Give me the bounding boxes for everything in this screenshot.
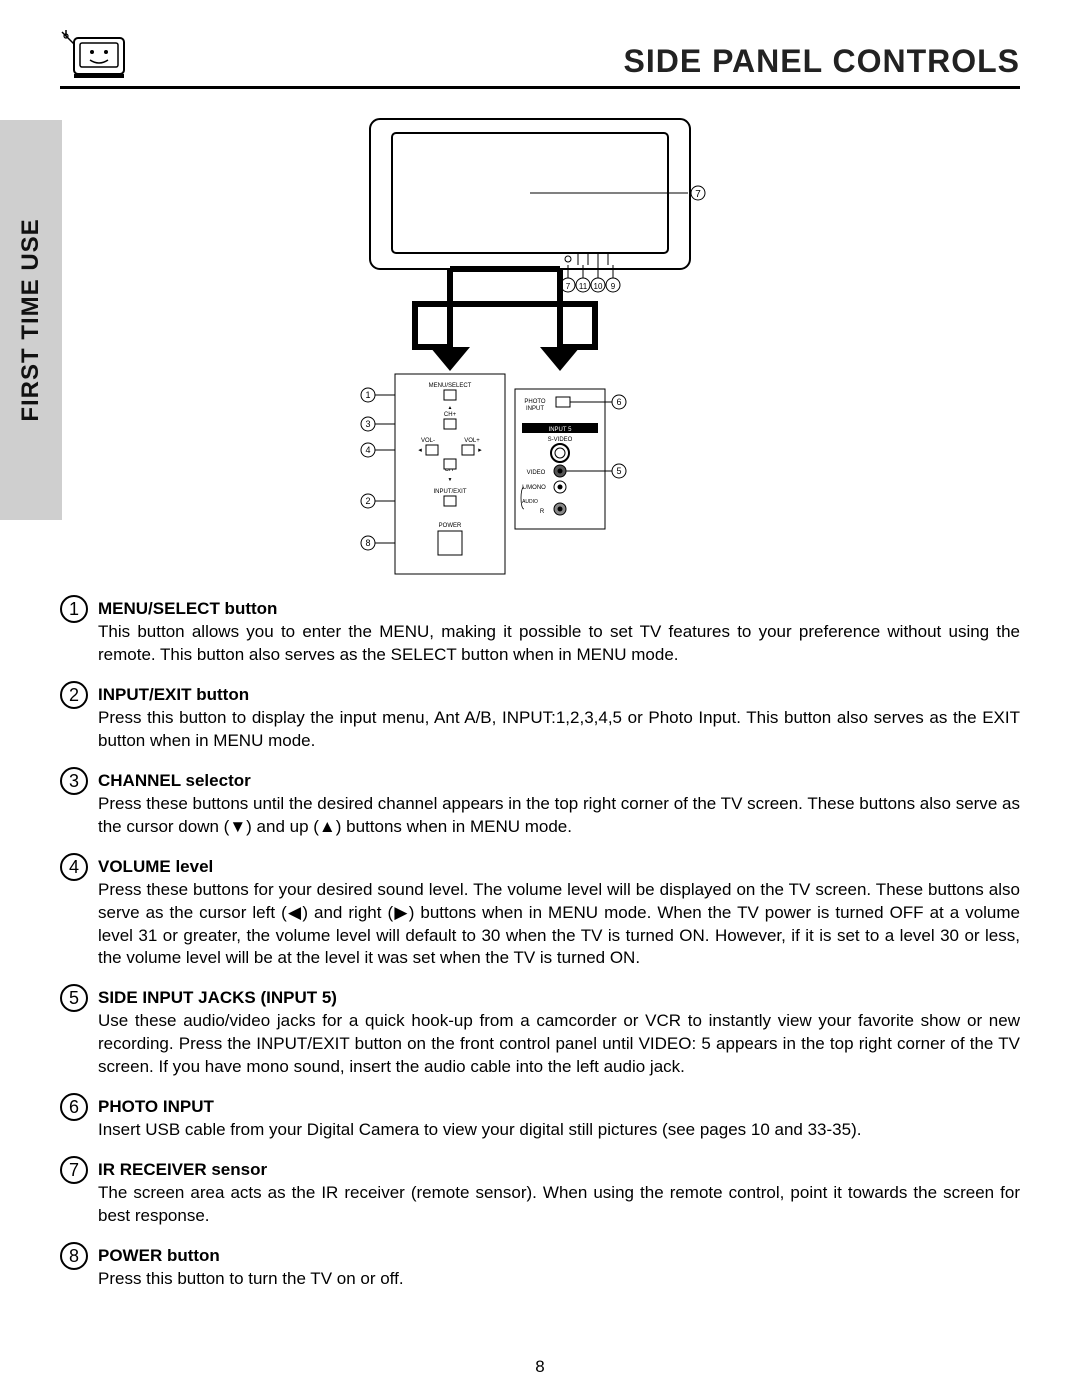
item-title: VOLUME level (98, 857, 1020, 877)
item-number: 5 (60, 984, 88, 1012)
item-desc: The screen area acts as the IR receiver … (98, 1182, 1020, 1228)
item-desc: Press this button to display the input m… (98, 707, 1020, 753)
tv-smiley-icon (60, 30, 130, 80)
section-tab-label: FIRST TIME USE (17, 218, 45, 421)
control-item: 2 INPUT/EXIT button Press this button to… (60, 685, 1020, 753)
svg-text:S-VIDEO: S-VIDEO (548, 437, 573, 443)
control-item: 5 SIDE INPUT JACKS (INPUT 5) Use these a… (60, 988, 1020, 1079)
svg-text:6: 6 (616, 397, 621, 407)
item-number: 3 (60, 767, 88, 795)
svg-text:▸: ▸ (478, 447, 482, 454)
item-desc: Use these audio/video jacks for a quick … (98, 1010, 1020, 1079)
svg-text:9: 9 (611, 282, 616, 291)
item-title: POWER button (98, 1246, 1020, 1266)
svg-text:AUDIO: AUDIO (522, 499, 538, 505)
item-number: 2 (60, 681, 88, 709)
item-title: IR RECEIVER sensor (98, 1160, 1020, 1180)
svg-text:VOL+: VOL+ (464, 438, 480, 444)
svg-text:4: 4 (365, 445, 370, 455)
svg-text:◂: ◂ (418, 447, 422, 454)
svg-text:VIDEO: VIDEO (527, 470, 546, 476)
svg-text:10: 10 (594, 282, 603, 291)
svg-text:▲: ▲ (448, 405, 453, 411)
control-item: 7 IR RECEIVER sensor The screen area act… (60, 1160, 1020, 1228)
item-title: CHANNEL selector (98, 771, 1020, 791)
item-number: 7 (60, 1156, 88, 1184)
item-desc: Press these buttons for your desired sou… (98, 879, 1020, 971)
svg-text:INPUT: INPUT (526, 406, 544, 412)
svg-text:11: 11 (579, 282, 588, 291)
svg-text:3: 3 (365, 419, 370, 429)
item-number: 8 (60, 1242, 88, 1270)
svg-text:INPUT 5: INPUT 5 (549, 427, 573, 433)
svg-text:PHOTO: PHOTO (524, 399, 546, 405)
title-rule (60, 86, 1020, 89)
control-item: 6 PHOTO INPUT Insert USB cable from your… (60, 1097, 1020, 1142)
header-row: SIDE PANEL CONTROLS (60, 30, 1020, 80)
item-desc: Press these buttons until the desired ch… (98, 793, 1020, 839)
control-item: 3 CHANNEL selector Press these buttons u… (60, 771, 1020, 839)
callout-7: 7 (695, 189, 701, 200)
diagram-wrap: 7 7 11 10 9 (60, 109, 1020, 579)
item-title: SIDE INPUT JACKS (INPUT 5) (98, 988, 1020, 1008)
items-list: 1 MENU/SELECT button This button allows … (60, 599, 1020, 1291)
svg-text:▼: ▼ (448, 477, 453, 483)
left-panel-callouts: 1 3 4 2 8 (361, 388, 395, 550)
svg-text:L/MONO: L/MONO (522, 485, 546, 491)
item-desc: Insert USB cable from your Digital Camer… (98, 1119, 1020, 1142)
item-title: PHOTO INPUT (98, 1097, 1020, 1117)
svg-text:POWER: POWER (439, 523, 462, 529)
item-desc: This button allows you to enter the MENU… (98, 621, 1020, 667)
page: SIDE PANEL CONTROLS FIRST TIME USE 7 (0, 0, 1080, 1329)
svg-text:8: 8 (365, 538, 370, 548)
item-number: 4 (60, 853, 88, 881)
svg-text:1: 1 (365, 390, 370, 400)
svg-text:7: 7 (566, 282, 571, 291)
svg-text:CH+: CH+ (444, 412, 457, 418)
page-number: 8 (0, 1357, 1080, 1377)
control-item: 1 MENU/SELECT button This button allows … (60, 599, 1020, 667)
side-panel-diagram: 7 7 11 10 9 (300, 109, 780, 579)
page-title: SIDE PANEL CONTROLS (623, 43, 1020, 80)
svg-text:VOL-: VOL- (421, 438, 435, 444)
item-title: MENU/SELECT button (98, 599, 1020, 619)
item-number: 6 (60, 1093, 88, 1121)
control-item: 4 VOLUME level Press these buttons for y… (60, 857, 1020, 971)
svg-text:2: 2 (365, 496, 370, 506)
item-title: INPUT/EXIT button (98, 685, 1020, 705)
svg-text:MENU/SELECT: MENU/SELECT (429, 383, 472, 389)
svg-text:INPUT/EXIT: INPUT/EXIT (433, 489, 466, 495)
item-number: 1 (60, 595, 88, 623)
section-tab: FIRST TIME USE (0, 120, 62, 520)
control-item: 8 POWER button Press this button to turn… (60, 1246, 1020, 1291)
item-desc: Press this button to turn the TV on or o… (98, 1268, 1020, 1291)
svg-text:R: R (540, 509, 545, 515)
svg-text:5: 5 (616, 466, 621, 476)
